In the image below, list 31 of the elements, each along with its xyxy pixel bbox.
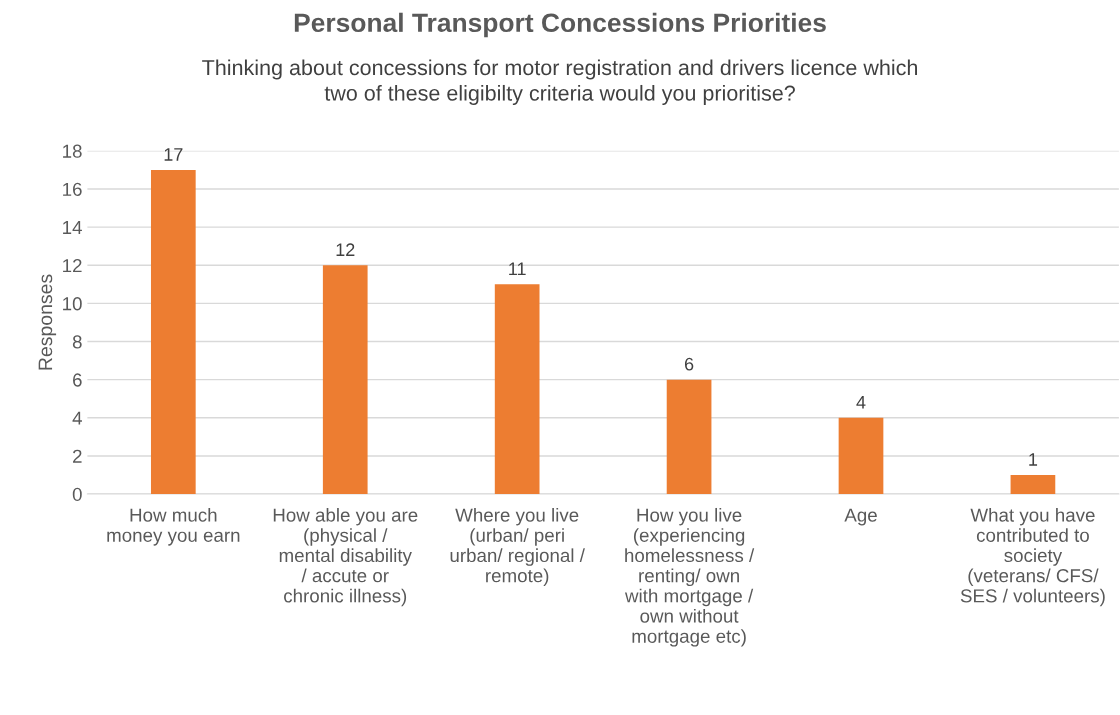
y-tick-label: 16 [63,182,82,196]
bar [150,169,196,495]
y-tick-label: 18 [63,144,82,158]
data-label: 4 [856,396,866,409]
chart-subtitle: Thinking about concessions for motor registration and drivers licence which two of these eligibilty criteria would you prioritise? [202,59,917,106]
data-label: 1 [1029,453,1038,466]
chart-title: Personal Transport Concessions Priorities [294,12,826,38]
x-tick-label: Age [844,508,877,526]
data-label: 11 [509,262,526,276]
y-tick-label: 12 [63,258,82,273]
x-tick-label: How much money you earn [107,507,240,546]
x-tick-label: How able you are (physical / mental disability / accute or chronic illness) [273,507,418,607]
x-tick-label: Where you live (urban/ peri urban/ regional / remote) [450,507,585,587]
y-tick-label: 8 [72,335,82,349]
y-tick-label: 4 [72,411,82,425]
y-tick-label: 10 [63,297,82,311]
data-label: 12 [336,243,355,256]
x-tick-label: What you have contributed to society (veterans/ CFS/ SES / volunteers) [960,507,1105,607]
bar [494,284,540,495]
y-tick-label: 2 [73,449,82,463]
bar [1010,475,1056,495]
data-label: 17 [164,148,183,161]
y-axis-title: Responses [38,274,57,370]
y-tick-label: 6 [73,373,82,387]
y-tick-label: 14 [63,221,82,234]
y-tick-label: 0 [72,487,82,502]
bar [838,417,884,495]
data-label: 6 [684,357,694,371]
bar [666,379,712,495]
bar [322,265,368,495]
x-tick-label: How you live (experiencing homelessness / renting/ own with mortgage / own without mortgage etc) [624,507,755,647]
